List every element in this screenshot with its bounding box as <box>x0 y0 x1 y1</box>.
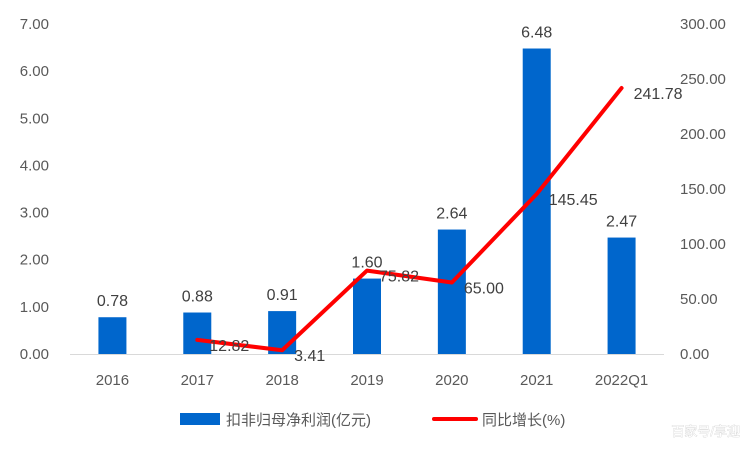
right-axis-tick-label: 150.00 <box>680 181 726 198</box>
bar-2020 <box>437 229 466 354</box>
x-axis-tick-label: 2019 <box>350 372 383 389</box>
left-axis-tick-label: 0.00 <box>20 346 49 363</box>
line-data-label: 75.82 <box>379 269 419 286</box>
left-axis-tick-label: 7.00 <box>20 16 49 33</box>
growth-line <box>195 86 624 353</box>
watermark-text: 百家号/享迎 <box>671 424 740 439</box>
bar-2018 <box>268 311 297 354</box>
bar-2016 <box>98 317 127 354</box>
bar-data-label: 2.64 <box>436 206 467 223</box>
x-axis-tick-label: 2020 <box>435 372 468 389</box>
left-axis-tick-label: 4.00 <box>20 157 49 174</box>
bar-data-label: 0.91 <box>267 287 298 304</box>
line-data-label: 3.41 <box>294 348 325 365</box>
left-axis-tick-label: 6.00 <box>20 63 49 80</box>
right-axis-tick-label: 250.00 <box>680 71 726 88</box>
legend-line-label: 同比增长(%) <box>482 412 565 429</box>
legend-bar-swatch <box>180 413 220 425</box>
bar-data-label: 1.60 <box>351 255 382 272</box>
left-axis-tick-label: 5.00 <box>20 110 49 127</box>
x-axis-tick-label: 2016 <box>96 372 129 389</box>
right-axis-tick-label: 50.00 <box>680 291 718 308</box>
legend-bar-label: 扣非归母净利润(亿元) <box>226 412 371 429</box>
right-axis-tick-label: 200.00 <box>680 126 726 143</box>
bar-2022Q1 <box>607 237 636 354</box>
line-data-label: 65.00 <box>464 281 504 298</box>
right-axis-tick-label: 100.00 <box>680 236 726 253</box>
line-data-label: 12.82 <box>209 338 249 355</box>
line-data-label: 145.45 <box>549 192 598 209</box>
left-axis-tick-label: 1.00 <box>20 299 49 316</box>
bar-2019 <box>353 278 381 354</box>
x-axis-tick-label: 2022Q1 <box>595 372 648 389</box>
x-axis-tick-label: 2021 <box>520 372 553 389</box>
left-axis-tick-label: 2.00 <box>20 252 49 269</box>
bar-2017 <box>183 312 212 354</box>
x-axis-tick-label: 2017 <box>181 372 214 389</box>
bar-data-label: 0.78 <box>97 293 128 310</box>
bar-data-label: 0.88 <box>182 289 213 306</box>
left-axis-tick-label: 3.00 <box>20 205 49 222</box>
right-axis-tick-label: 300.00 <box>680 16 726 33</box>
right-axis-tick-label: 0.00 <box>680 346 709 363</box>
bar-data-label: 6.48 <box>521 25 552 42</box>
x-axis-tick-label: 2018 <box>265 372 298 389</box>
bar-data-label: 2.47 <box>606 214 637 231</box>
line-data-label: 241.78 <box>634 86 683 103</box>
bar-2021 <box>522 48 551 355</box>
